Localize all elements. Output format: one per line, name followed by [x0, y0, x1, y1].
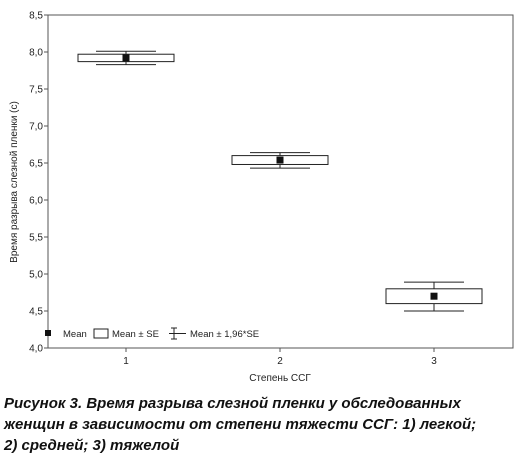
caption-line-1: Рисунок 3. Время разрыва слезной пленки … [4, 395, 461, 412]
legend-box-swatch [93, 328, 109, 339]
x-tick-label: 3 [431, 356, 437, 367]
mean-marker [276, 156, 284, 164]
box-group-2 [231, 152, 329, 169]
box-plot-figure: 4,0 4,5 5,0 5,5 6,0 6,5 7,0 7,5 8,0 8,5 1 2 3 Время… [9, 11, 514, 384]
legend: Mean Mean ± SE Mean ± 1,96*SE [45, 327, 259, 340]
y-tick-label: 6,5 [29, 159, 43, 170]
mean-marker [430, 292, 438, 300]
y-tick-label: 7,0 [29, 122, 43, 133]
box-group-1 [77, 50, 175, 66]
box-group-3 [385, 281, 483, 312]
y-tick-label: 6,0 [29, 196, 43, 207]
y-tick-label: 8,5 [29, 11, 43, 22]
caption-line-3: 2) средней; 3) тяжелой [4, 437, 180, 454]
mean-marker [122, 54, 130, 62]
x-axis-title: Степень ССГ [249, 373, 311, 384]
legend-ci-label: Mean ± 1,96*SE [190, 329, 259, 340]
y-axis-title: Время разрыва слезной пленки (с) [9, 101, 20, 263]
y-tick-label: 5,0 [29, 270, 43, 281]
box-plot: 4,0 4,5 5,0 5,5 6,0 6,5 7,0 7,5 8,0 8,5 1 2 3 Время… [9, 11, 514, 384]
x-axis: 1 2 3 [123, 348, 437, 367]
legend-whisker-swatch [169, 327, 186, 340]
legend-mean-label: Mean [63, 329, 87, 340]
y-tick-label: 8,0 [29, 48, 43, 59]
caption-line-2: женщин в зависимости от степени тяжести … [4, 416, 477, 433]
figure-caption: Рисунок 3. Время разрыва слезной пленки … [4, 393, 516, 456]
x-tick-label: 1 [123, 356, 129, 367]
y-tick-label: 5,5 [29, 233, 43, 244]
x-tick-label: 2 [277, 356, 283, 367]
legend-se-label: Mean ± SE [112, 329, 159, 340]
legend-mean-marker [45, 330, 51, 336]
y-axis: 4,0 4,5 5,0 5,5 6,0 6,5 7,0 7,5 8,0 8,5 [29, 11, 48, 355]
y-tick-label: 4,5 [29, 307, 43, 318]
box-series [77, 50, 483, 312]
y-tick-label: 7,5 [29, 85, 43, 96]
y-tick-label: 4,0 [29, 344, 43, 355]
